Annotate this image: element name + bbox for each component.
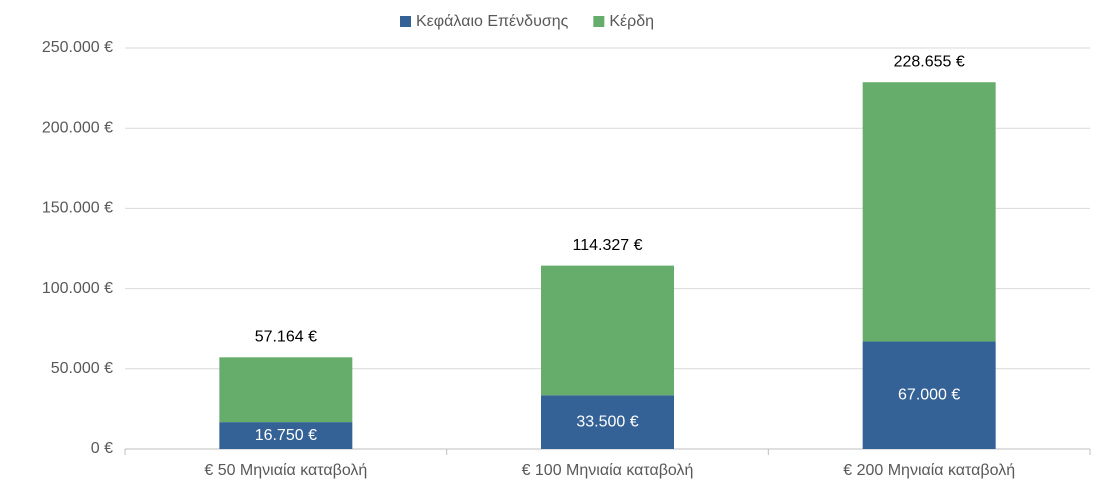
bar-segment: [219, 422, 353, 449]
y-tick-label: 150.000 €: [42, 200, 113, 217]
bar-segment: [541, 395, 674, 449]
y-tick-label: 0 €: [91, 440, 113, 457]
y-tick-label: 100.000 €: [42, 280, 113, 297]
bar-value-label: 16.750 €: [255, 427, 317, 444]
y-tick-label: 50.000 €: [51, 360, 113, 377]
legend-label: Κέρδη: [609, 13, 654, 30]
legend-swatch: [400, 16, 411, 27]
legend-swatch: [593, 16, 605, 27]
legend-label: Κεφάλαιο Επένδυσης: [416, 13, 569, 30]
total-label: 114.327 €: [573, 237, 643, 254]
total-label: 228.655 €: [894, 53, 965, 70]
bar-value-label: 33.500 €: [576, 413, 638, 430]
bar-value-label: 67.000 €: [898, 386, 960, 403]
bar-segment: [862, 82, 996, 342]
bar-segment: [219, 357, 353, 423]
bar-segment: [862, 341, 996, 449]
x-tick-label: € 50 Μηνιαία καταβολή: [204, 462, 367, 479]
bar-segment: [541, 265, 674, 396]
x-tick-label: € 200 Μηνιαία καταβολή: [843, 462, 1015, 479]
total-label: 57.164 €: [255, 329, 317, 346]
y-tick-label: 200.000 €: [42, 119, 113, 136]
x-tick-label: € 100 Μηνιαία καταβολή: [522, 462, 694, 479]
y-tick-label: 250.000 €: [42, 39, 113, 56]
